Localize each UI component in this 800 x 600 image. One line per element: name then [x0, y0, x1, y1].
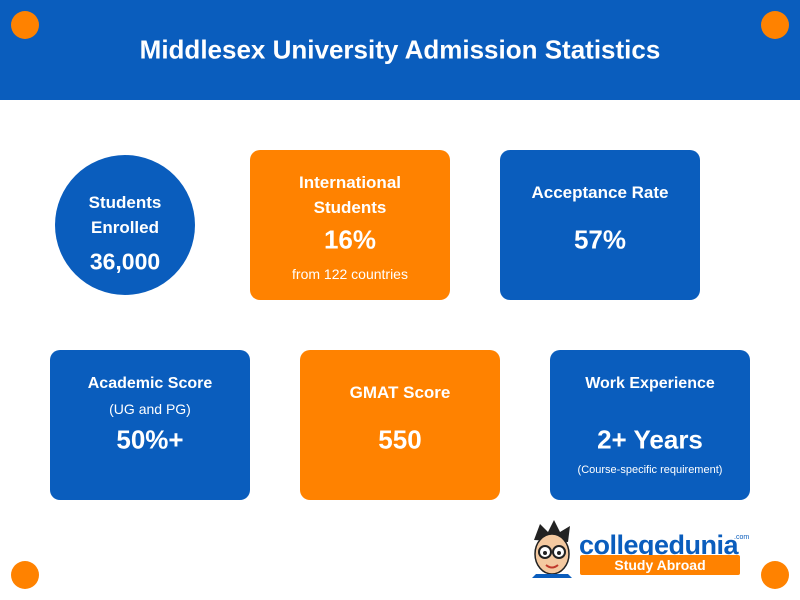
stat-card: Academic Score (UG and PG) 50%+ [50, 350, 250, 500]
card-note: (Course-specific requirement) [577, 464, 723, 476]
card-value: 16% [323, 224, 377, 255]
corner-dot [761, 561, 789, 589]
card-title: Academic Score [87, 375, 213, 392]
corner-dot [11, 561, 39, 589]
stat-card: Students Enrolled 36,000 [55, 155, 195, 295]
card-title: Work Experience [585, 375, 715, 392]
stat-card: Work Experience 2+ Years (Course-specifi… [550, 350, 750, 500]
card-title-text: Students Enrolled [88, 193, 162, 237]
corner-dot [761, 11, 789, 39]
card-title: GMAT Score [349, 383, 451, 402]
card-value: 36,000 [89, 248, 161, 275]
card-title: Students Enrolled [55, 190, 195, 240]
title: Middlesex University Admission Statistic… [139, 34, 661, 65]
card-note: from 122 countries [292, 266, 408, 282]
card-value: 2+ Years [597, 424, 703, 455]
card-value: 50%+ [116, 424, 184, 455]
card-value: 550 [378, 424, 422, 455]
stat-card: International Students 16% from 122 coun… [250, 150, 450, 300]
card-title-text: International Students [298, 173, 401, 217]
card-value: 57% [573, 224, 627, 255]
stat-card: GMAT Score 550 [300, 350, 500, 500]
card-title: International Students [250, 170, 450, 220]
card-title: Acceptance Rate [531, 183, 669, 202]
logo-mascot [532, 520, 572, 578]
logo-domain: .com [734, 534, 750, 541]
header: Middlesex University Admission Statistic… [0, 0, 800, 100]
corner-dot [11, 11, 39, 39]
stat-card: Acceptance Rate 57% [500, 150, 700, 300]
logo-tagline: Study Abroad [580, 555, 740, 575]
card-subtitle: (UG and PG) [109, 401, 191, 417]
